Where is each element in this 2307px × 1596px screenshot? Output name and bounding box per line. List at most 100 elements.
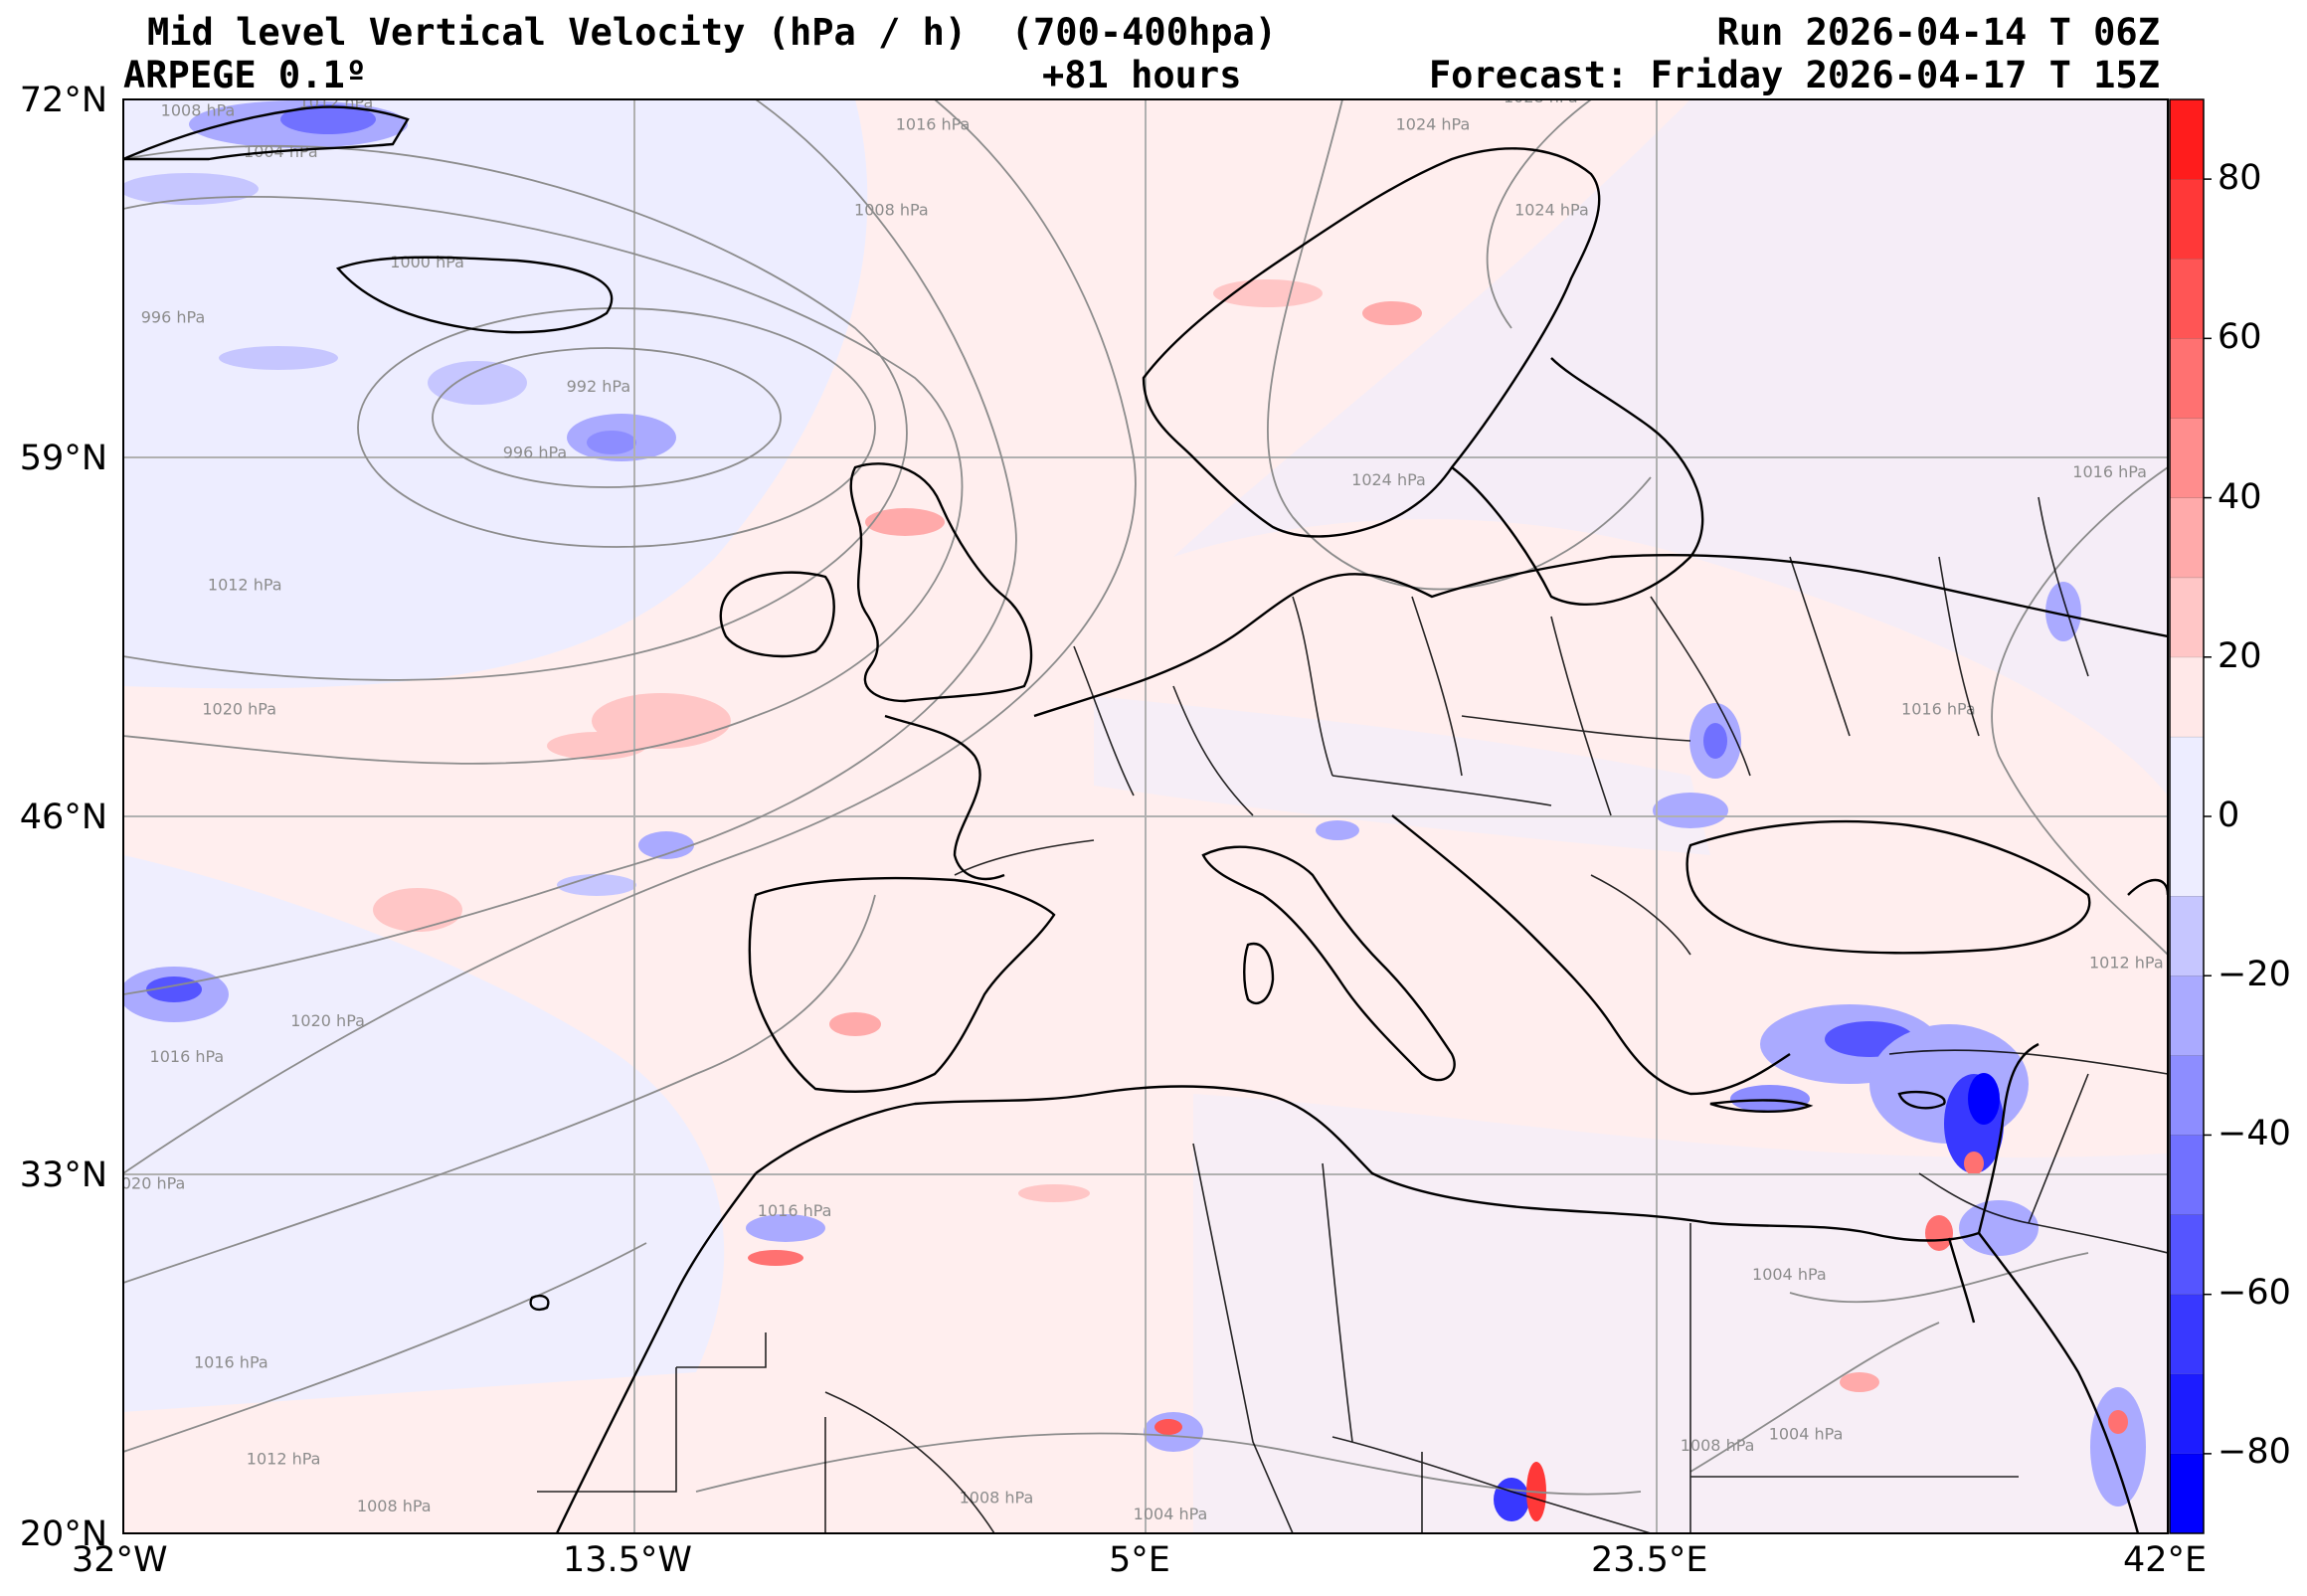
lat-label-46n: 46°N xyxy=(19,798,107,837)
plot-frame xyxy=(122,98,2169,1534)
colorbar-frame xyxy=(2169,98,2205,1534)
canary-isles xyxy=(529,1294,550,1312)
isobar-label: 1020 hPa xyxy=(290,1011,365,1030)
black-sea-coast xyxy=(1686,819,2091,955)
isobar-label: 1008 hPa xyxy=(1681,1436,1755,1455)
red-sea-coast xyxy=(1978,1232,2140,1533)
isobar-labels: 1008 hPa 1012 hPa 1004 hPa 1016 hPa 1008 hPa… xyxy=(111,88,2164,1523)
colorbar-segment xyxy=(2170,1055,2204,1136)
isobar-label: 1008 hPa xyxy=(161,101,236,120)
lon-label-32w: 32°W xyxy=(72,1540,168,1580)
isobar-label: 996 hPa xyxy=(503,443,568,462)
colorbar-segment xyxy=(2170,1373,2204,1454)
lon-label-42e: 42°E xyxy=(2123,1540,2208,1580)
colorbar-segment xyxy=(2170,99,2204,180)
isobar-label: 1012 hPa xyxy=(208,576,282,595)
isobar-label: 1016 hPa xyxy=(758,1201,832,1220)
lon-label-13-5w: 13.5°W xyxy=(563,1540,693,1580)
colorbar-segment xyxy=(2170,1214,2204,1295)
colorbar-segment xyxy=(2170,1135,2204,1215)
colorbar-segment xyxy=(2170,736,2204,897)
lead-time: +81 hours xyxy=(1042,54,1242,96)
ireland-coast xyxy=(719,571,835,658)
isobar-label: 1008 hPa xyxy=(960,1488,1034,1507)
colorbar-segment xyxy=(2170,497,2204,578)
lon-label-23-5e: 23.5°E xyxy=(1591,1540,1708,1580)
isobar-label: 1016 hPa xyxy=(194,1353,268,1372)
isobar-label: 1004 hPa xyxy=(1752,1265,1827,1284)
isobar-label: 1008 hPa xyxy=(357,1497,432,1515)
isobar-label: 1012 hPa xyxy=(2089,954,2164,973)
isobar-label: 1020 hPa xyxy=(202,699,276,718)
colorbar-tick-60: 60 xyxy=(2218,317,2262,357)
colorbar-tick-80: 80 xyxy=(2218,158,2262,198)
great-britain-coast xyxy=(849,462,1033,703)
colorbar-segment xyxy=(2170,1294,2204,1374)
isobar-label: 1016 hPa xyxy=(2072,462,2147,481)
isobar-label: 996 hPa xyxy=(141,308,206,327)
europe-mainland-coast xyxy=(1033,553,2168,718)
isobar-label: 1020 hPa xyxy=(111,1173,186,1192)
colorbar-tick-20: 20 xyxy=(2218,636,2262,676)
france-coast xyxy=(884,714,1005,881)
isobar-label: 1012 hPa xyxy=(247,1450,321,1469)
cyprus-coast xyxy=(1897,1090,1946,1110)
lat-label-72n: 72°N xyxy=(19,81,107,120)
iceland-coast xyxy=(335,256,614,334)
isobar-label: 1016 hPa xyxy=(1901,699,1976,718)
plot-area: 1008 hPa 1012 hPa 1004 hPa 1016 hPa 1008 hPa… xyxy=(111,88,2168,1533)
forecast-time: Forecast: Friday 2026-04-17 T 15Z xyxy=(1428,54,2160,96)
colorbar-segment xyxy=(2170,1453,2204,1533)
colorbar-segment xyxy=(2170,179,2204,260)
colorbar-tick-minus-40: −40 xyxy=(2218,1114,2291,1153)
scandinavia-coast xyxy=(1142,147,1601,538)
isobar-label: 1016 hPa xyxy=(896,115,971,134)
colorbar-tick-minus-60: −60 xyxy=(2218,1273,2291,1313)
isobars xyxy=(123,99,2168,1496)
colorbar-tick-minus-80: −80 xyxy=(2218,1432,2291,1472)
colorbar-segment xyxy=(2170,896,2204,976)
isobar-label: 1016 hPa xyxy=(150,1047,225,1066)
isobar-label: 1024 hPa xyxy=(1351,470,1426,489)
lon-label-5e: 5°E xyxy=(1109,1540,1170,1580)
isobar-label: 1024 hPa xyxy=(1396,115,1471,134)
italy-coast xyxy=(1201,845,1456,1082)
coastlines xyxy=(123,105,2168,1533)
colorbar-tick-0: 0 xyxy=(2218,796,2240,835)
chart-title: Mid level Vertical Velocity (hPa / h) (7… xyxy=(147,11,1278,54)
colorbar-segment xyxy=(2170,975,2204,1056)
greenland-coast xyxy=(123,105,410,161)
isobar-label: 1028 hPa xyxy=(1504,88,1578,106)
borders xyxy=(537,496,2168,1533)
lat-label-20n: 20°N xyxy=(19,1514,107,1554)
iberia-coast xyxy=(748,876,1056,1093)
colorbar-segment xyxy=(2170,656,2204,737)
isobar-label: 1024 hPa xyxy=(1514,200,1589,219)
ascent-patches xyxy=(123,100,2146,1521)
crete-coast xyxy=(1709,1099,1814,1113)
atlantic-africa-coast xyxy=(555,1172,757,1533)
isobar-label: 1000 hPa xyxy=(390,253,464,271)
baltic-coast xyxy=(1451,357,1704,606)
descent-patches xyxy=(373,279,2128,1521)
africa-north-coast xyxy=(755,1085,1980,1242)
isobar-label: 1004 hPa xyxy=(1769,1425,1844,1444)
sardinia-coast xyxy=(1243,942,1275,1005)
isobar-label: 1004 hPa xyxy=(1134,1505,1208,1523)
colorbar-segment xyxy=(2170,418,2204,498)
model-label: ARPEGE 0.1º xyxy=(123,54,368,96)
colorbar-segment xyxy=(2170,577,2204,657)
graticule xyxy=(123,99,2168,1533)
colorbar-segment xyxy=(2170,338,2204,419)
colorbar xyxy=(2170,98,2212,1533)
colorbar-tick-40: 40 xyxy=(2218,477,2262,517)
colorbar-segment xyxy=(2170,259,2204,339)
run-time: Run 2026-04-14 T 06Z xyxy=(1716,11,2160,54)
gulf-suez xyxy=(1947,1237,1976,1324)
isobar-label: 992 hPa xyxy=(567,377,631,396)
lat-label-59n: 59°N xyxy=(19,439,107,478)
balkan-coast xyxy=(1391,814,1791,1096)
isobar-label: 1008 hPa xyxy=(854,200,929,219)
lat-label-33n: 33°N xyxy=(19,1155,107,1195)
